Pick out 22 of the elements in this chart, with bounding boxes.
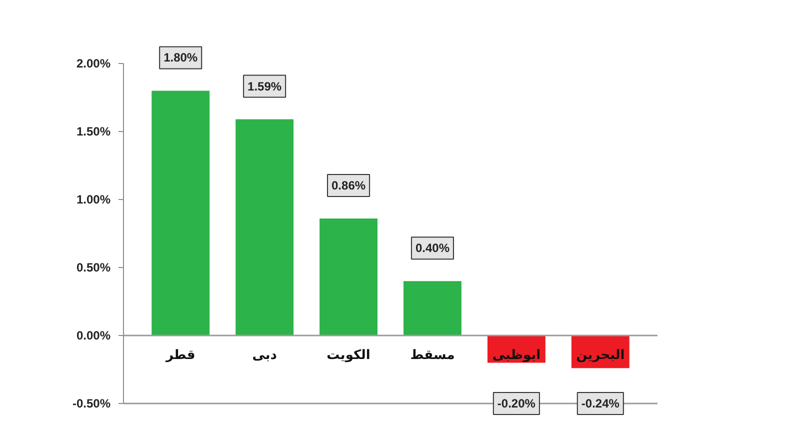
bar: [236, 119, 294, 336]
x-tick-label: دبى: [252, 348, 278, 363]
y-tick-label: 1.50%: [76, 124, 111, 138]
x-tick-label: ابوظبى: [492, 348, 541, 363]
x-tick-label: الكويت: [326, 348, 370, 363]
bar: [320, 218, 378, 336]
x-tick-label: مسقط: [410, 348, 455, 363]
y-tick-label: 0.00%: [76, 328, 111, 342]
data-label: 0.86%: [332, 178, 366, 193]
y-tick-label: 0.50%: [76, 260, 111, 274]
y-tick-label: 2.00%: [76, 56, 111, 70]
y-tick-label: 1.00%: [76, 192, 111, 206]
x-tick-label: البحرين: [576, 348, 625, 363]
x-tick-label: قطر: [164, 348, 196, 363]
data-label: -0.24%: [581, 396, 620, 410]
bar: [152, 90, 210, 336]
data-label: 1.59%: [248, 79, 282, 94]
data-label: -0.20%: [497, 396, 536, 410]
bar: [404, 281, 462, 336]
data-label: 1.80%: [164, 50, 198, 65]
y-tick-label: -0.50%: [72, 396, 111, 410]
data-label: 0.40%: [415, 241, 450, 256]
